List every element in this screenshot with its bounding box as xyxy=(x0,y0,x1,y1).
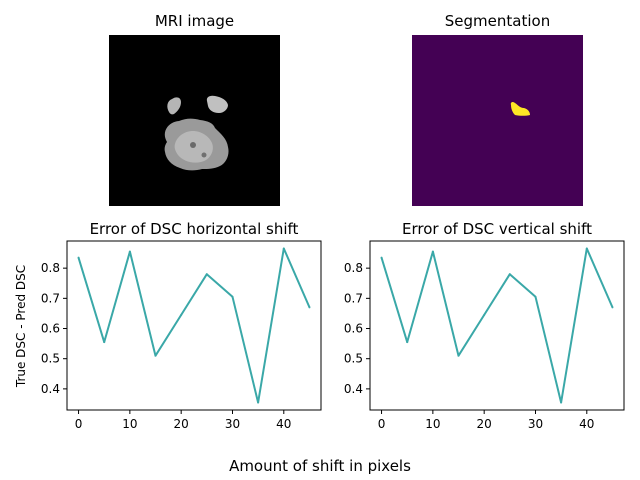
y-tick-label: 0.8 xyxy=(41,261,60,275)
y-tick-label: 0.7 xyxy=(344,291,363,305)
data-point xyxy=(77,256,80,259)
axes-frame-2 xyxy=(369,240,625,411)
segmentation-image xyxy=(412,35,583,206)
y-tick-label: 0.5 xyxy=(344,352,363,366)
x-tick-label: 0 xyxy=(75,417,83,431)
data-point xyxy=(560,401,563,404)
x-tick-label: 10 xyxy=(122,417,137,431)
x-tick-label: 30 xyxy=(528,417,543,431)
x-tick-label: 20 xyxy=(174,417,189,431)
data-point xyxy=(431,250,434,253)
series-line-2 xyxy=(380,247,614,404)
chart-title-2: Error of DSC vertical shift xyxy=(402,220,592,238)
segmentation-canvas xyxy=(412,35,583,206)
y-tick-label: 0.4 xyxy=(41,382,60,396)
data-point xyxy=(154,354,157,357)
y-tick-label: 0.4 xyxy=(344,382,363,396)
data-point xyxy=(180,313,183,316)
x-tick-label: 10 xyxy=(425,417,440,431)
data-point xyxy=(508,273,511,276)
data-point xyxy=(406,341,409,344)
data-point xyxy=(282,247,285,250)
mri-image xyxy=(109,35,280,206)
y-tick-label: 0.8 xyxy=(344,261,363,275)
data-point xyxy=(231,295,234,298)
x-tick-label: 30 xyxy=(225,417,240,431)
data-point xyxy=(585,247,588,250)
chart-ylabel: True DSC - Pred DSC xyxy=(14,264,28,388)
series-line-1 xyxy=(77,247,311,404)
data-point xyxy=(128,250,131,253)
y-tick-label: 0.6 xyxy=(41,322,60,336)
data-point xyxy=(611,306,614,309)
axes-frame-1 xyxy=(66,240,322,411)
data-point xyxy=(205,273,208,276)
data-point xyxy=(534,295,537,298)
x-tick-label: 40 xyxy=(276,417,291,431)
mri-panel-title: MRI image xyxy=(154,12,235,30)
y-tick-label: 0.6 xyxy=(344,322,363,336)
y-tick-label: 0.7 xyxy=(41,291,60,305)
x-tick-label: 20 xyxy=(477,417,492,431)
y-tick-label: 0.5 xyxy=(41,352,60,366)
data-point xyxy=(483,313,486,316)
mri-image-canvas xyxy=(109,35,280,206)
chart-title-1: Error of DSC horizontal shift xyxy=(90,220,299,238)
x-tick-label: 0 xyxy=(378,417,386,431)
data-point xyxy=(103,341,106,344)
data-point xyxy=(308,306,311,309)
data-point xyxy=(380,256,383,259)
segmentation-panel-title: Segmentation xyxy=(444,12,551,30)
data-point xyxy=(457,354,460,357)
data-point xyxy=(257,401,260,404)
x-tick-label: 40 xyxy=(579,417,594,431)
figure-xlabel: Amount of shift in pixels xyxy=(229,457,411,475)
